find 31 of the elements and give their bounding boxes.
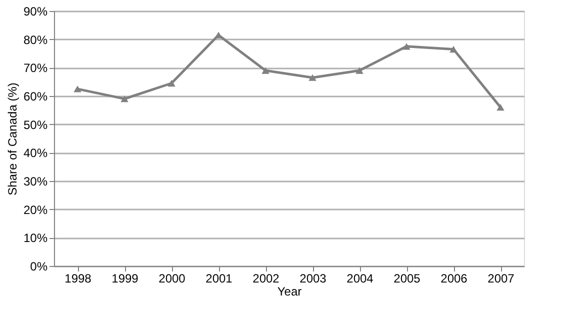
x-tick-label: 2004	[346, 272, 374, 286]
y-tick-label: 40%	[23, 146, 48, 160]
point	[496, 104, 504, 111]
y-tick-label: 80%	[23, 32, 48, 47]
y-tick-label: 30%	[23, 174, 48, 188]
x-tick-label: 2003	[300, 272, 327, 286]
point	[308, 74, 316, 81]
x-tick-label: 1998	[64, 272, 92, 286]
y-tick-label: 60%	[23, 90, 48, 104]
y-tick-label: 0%	[30, 260, 48, 274]
point	[120, 95, 128, 102]
point	[450, 46, 458, 53]
point	[262, 67, 270, 74]
point	[168, 80, 176, 87]
y-tick-label: 50%	[23, 118, 48, 132]
y-tick-label: 90%	[23, 4, 48, 18]
x-tick-label: 2006	[440, 272, 468, 286]
x-tick-label: 2002	[252, 272, 280, 286]
x-tick-label: 2001	[206, 272, 233, 286]
point	[74, 86, 82, 92]
x-axis-title: Year	[277, 284, 302, 298]
point	[356, 67, 364, 74]
point	[402, 43, 410, 50]
y-tick-label: 20%	[23, 202, 48, 217]
x-tick-label: 2000	[158, 272, 186, 286]
x-tick-label: 1999	[112, 272, 139, 286]
x-tick-label: 2005	[394, 272, 421, 286]
y-tick-label: 10%	[23, 231, 48, 246]
x-tick-label: 2007	[488, 272, 515, 286]
y-axis-title: Share of Canada (%)	[5, 82, 20, 196]
y-tick-label: 70%	[23, 61, 48, 76]
